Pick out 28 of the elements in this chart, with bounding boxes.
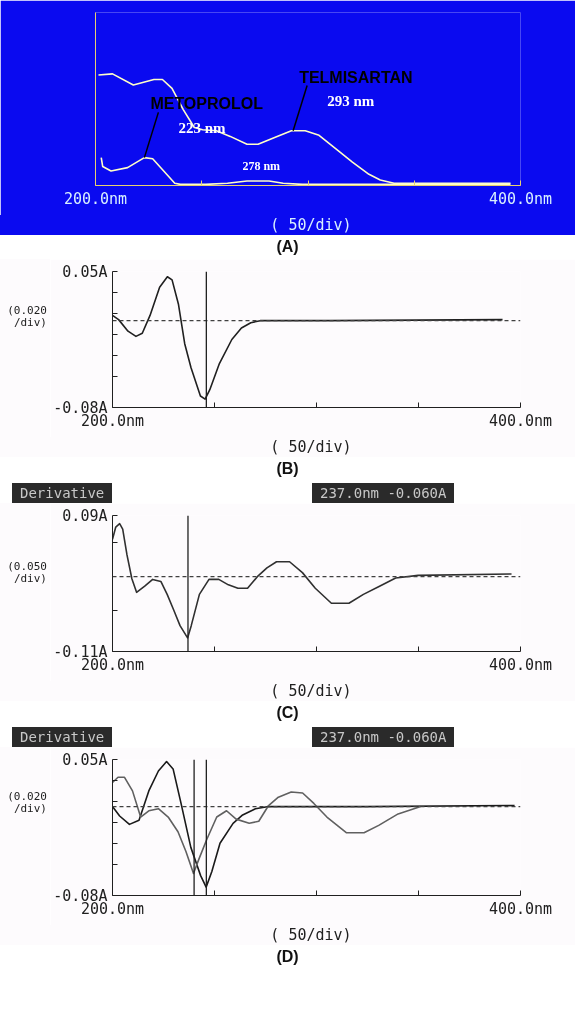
- text: ( 50/div): [270, 681, 352, 702]
- line-series: [112, 776, 422, 875]
- text: (0.050/div): [6, 560, 47, 585]
- x-tick-label: 400.0nm: [488, 411, 553, 430]
- text: ( 50/div): [270, 215, 352, 236]
- annotation: 293 nm: [327, 92, 375, 109]
- y-tick-label: 0.05A: [62, 262, 108, 281]
- x-tick-label: 200.0nm: [63, 189, 128, 208]
- annotation: 278 nm: [242, 159, 281, 174]
- y-tick-label: 0.09A: [62, 506, 108, 525]
- text: (0.020/div): [6, 790, 47, 815]
- x-tick-label: 400.0nm: [488, 189, 553, 208]
- text: (D): [275, 947, 300, 967]
- text: Derivative: [12, 483, 113, 503]
- text: (0.020/div): [6, 304, 47, 329]
- text: (C): [275, 703, 300, 723]
- text: (A): [275, 237, 300, 257]
- text: ( 50/div): [270, 437, 352, 458]
- text: Derivative: [12, 727, 113, 747]
- line-series: [112, 522, 513, 639]
- text: ( 50/div): [270, 925, 352, 946]
- text: 237.0nm -0.060A: [312, 483, 455, 503]
- y-tick-label: 0.05A: [62, 750, 108, 769]
- text: 237.0nm -0.060A: [312, 727, 455, 747]
- text: (B): [275, 459, 300, 479]
- annotation: TELMISARTAN: [299, 68, 413, 86]
- x-tick-label: 400.0nm: [488, 899, 553, 918]
- x-tick-label: 400.0nm: [488, 655, 553, 674]
